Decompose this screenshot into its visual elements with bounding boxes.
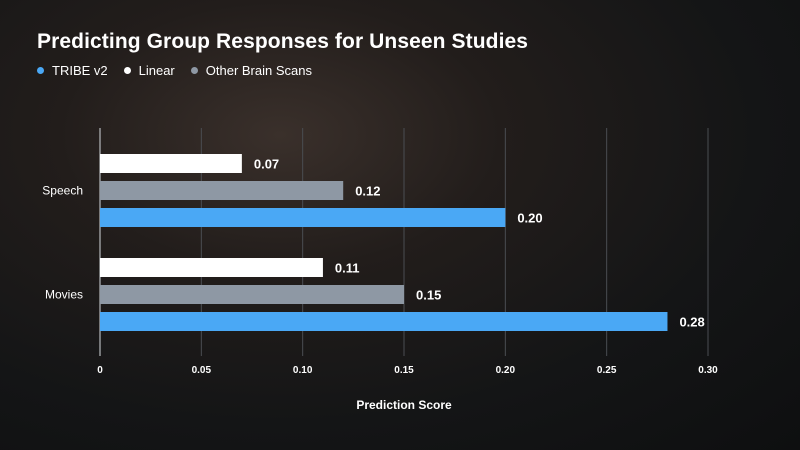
category-label: Speech [42, 184, 83, 198]
chart-title: Predicting Group Responses for Unseen St… [37, 30, 529, 53]
data-label: 0.28 [679, 315, 704, 330]
legend-item-linear: Linear [123, 63, 175, 78]
x-tick-label: 0 [97, 365, 103, 376]
data-label: 0.20 [517, 211, 542, 226]
bar [100, 208, 506, 227]
bar [100, 181, 344, 200]
legend-swatch-linear [123, 67, 131, 74]
legend-swatch-other-brain-scans [190, 67, 198, 74]
x-axis-title: Prediction Score [356, 398, 452, 412]
bar [100, 258, 323, 277]
bar [100, 285, 404, 304]
bar [100, 312, 668, 331]
data-label: 0.07 [254, 157, 279, 172]
x-tick-label: 0.30 [698, 365, 718, 376]
legend-label-linear: Linear [138, 63, 175, 78]
x-tick-label: 0.25 [597, 365, 617, 376]
x-tick-label: 0.20 [496, 365, 516, 376]
legend-item-other-brain-scans: Other Brain Scans [190, 63, 312, 78]
legend: TRIBE v2 Linear Other Brain Scans [37, 63, 328, 78]
legend-swatch-tribe [37, 67, 44, 74]
x-tick-label: 0.15 [394, 365, 414, 376]
x-tick-label: 0.10 [293, 365, 313, 376]
data-label: 0.15 [416, 288, 441, 303]
legend-label-other-brain-scans: Other Brain Scans [205, 63, 312, 78]
legend-label-tribe: TRIBE v2 [52, 63, 108, 78]
legend-item-tribe: TRIBE v2 [37, 63, 108, 78]
data-label: 0.11 [335, 261, 360, 276]
category-label: Movies [45, 288, 83, 302]
x-tick-label: 0.05 [192, 365, 212, 376]
data-label: 0.12 [355, 184, 380, 199]
bar [100, 154, 242, 173]
